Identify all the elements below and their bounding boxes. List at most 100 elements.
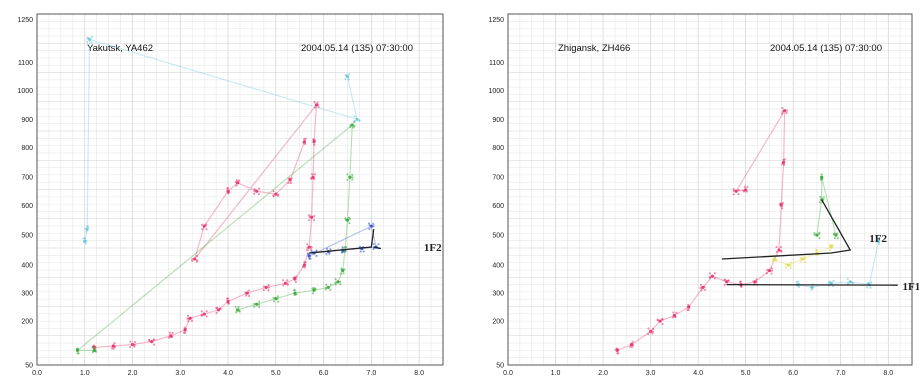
data-point bbox=[755, 278, 758, 281]
data-point bbox=[723, 283, 726, 286]
data-point bbox=[836, 236, 839, 240]
data-point bbox=[876, 239, 880, 242]
data-point bbox=[334, 278, 337, 281]
y-tick-label: 300 bbox=[21, 291, 33, 298]
data-point bbox=[353, 120, 356, 123]
data-point bbox=[277, 300, 280, 303]
data-point bbox=[205, 228, 208, 231]
data-point bbox=[215, 306, 218, 310]
data-point bbox=[85, 230, 88, 233]
data-point bbox=[822, 196, 825, 199]
data-point bbox=[851, 281, 854, 285]
data-point bbox=[710, 274, 714, 278]
data-point bbox=[85, 240, 88, 243]
data-point bbox=[152, 343, 156, 346]
data-point bbox=[313, 140, 316, 143]
data-point bbox=[313, 214, 316, 218]
ionogram-panel-zhigansk: 0.0 1.0 2.0 3.0 4.0 5.0 6.0 7.0 8.0 50 200 300 400 50… bbox=[488, 13, 919, 377]
data-point bbox=[312, 218, 316, 222]
data-point bbox=[832, 279, 835, 283]
data-point bbox=[786, 263, 791, 267]
y-tick-label: 800 bbox=[492, 145, 504, 152]
data-point bbox=[184, 328, 187, 331]
data-point bbox=[329, 248, 332, 251]
data-point bbox=[781, 112, 784, 115]
data-point bbox=[687, 305, 691, 309]
data-point bbox=[342, 272, 345, 275]
data-point bbox=[168, 336, 171, 339]
data-point bbox=[358, 119, 361, 122]
data-point bbox=[246, 292, 250, 295]
x-tick-label: 2.0 bbox=[598, 370, 608, 377]
data-point bbox=[351, 173, 354, 177]
series-trace bbox=[797, 240, 880, 289]
fit-line bbox=[726, 283, 898, 286]
data-point bbox=[617, 352, 620, 355]
series-0 bbox=[91, 101, 320, 352]
data-point bbox=[205, 310, 208, 313]
data-point bbox=[344, 218, 347, 221]
data-point bbox=[329, 283, 332, 286]
data-point bbox=[303, 142, 307, 146]
data-point bbox=[737, 193, 740, 196]
data-point bbox=[732, 193, 735, 196]
data-point bbox=[818, 236, 821, 240]
data-point bbox=[133, 340, 137, 344]
data-point bbox=[372, 225, 375, 228]
data-point bbox=[186, 314, 190, 317]
data-point bbox=[110, 347, 114, 350]
plot-frame bbox=[507, 13, 913, 366]
data-point bbox=[775, 250, 778, 254]
data-point bbox=[82, 237, 85, 240]
data-point bbox=[94, 346, 97, 349]
data-point bbox=[810, 288, 813, 292]
y-tick-label: 500 bbox=[492, 233, 504, 240]
series-trace bbox=[94, 103, 318, 349]
data-point bbox=[253, 189, 256, 193]
data-point bbox=[647, 327, 650, 330]
data-point bbox=[782, 158, 785, 161]
data-point bbox=[799, 260, 802, 263]
data-point bbox=[237, 179, 241, 182]
data-point bbox=[674, 315, 677, 318]
y-tick-label: 1250 bbox=[488, 17, 504, 24]
data-point bbox=[317, 105, 320, 109]
data-point bbox=[877, 242, 880, 245]
data-point bbox=[312, 138, 315, 141]
data-point bbox=[789, 264, 792, 267]
data-point bbox=[272, 194, 275, 197]
data-point bbox=[737, 189, 740, 192]
series-3 bbox=[795, 237, 881, 292]
data-point bbox=[703, 288, 707, 292]
data-point bbox=[820, 173, 823, 176]
data-point bbox=[316, 101, 319, 104]
data-point bbox=[797, 280, 800, 283]
data-point bbox=[349, 125, 352, 129]
data-point bbox=[289, 181, 293, 185]
data-point bbox=[313, 106, 317, 109]
data-point bbox=[661, 318, 664, 321]
data-point bbox=[309, 257, 312, 260]
data-point bbox=[308, 215, 311, 218]
data-point bbox=[801, 257, 805, 261]
y-tick-label: 1100 bbox=[489, 60, 504, 67]
data-point bbox=[295, 275, 298, 278]
data-point bbox=[313, 173, 316, 176]
data-point bbox=[651, 327, 655, 330]
data-point bbox=[226, 187, 229, 190]
data-point bbox=[313, 177, 316, 181]
y-tick-label: 700 bbox=[492, 175, 504, 182]
data-point bbox=[765, 272, 769, 275]
data-point bbox=[699, 286, 702, 289]
data-point bbox=[303, 137, 306, 141]
data-point bbox=[648, 329, 653, 333]
data-point bbox=[191, 258, 194, 261]
data-point bbox=[86, 36, 89, 39]
data-point bbox=[200, 310, 203, 313]
data-point bbox=[779, 246, 782, 249]
data-point bbox=[809, 285, 812, 289]
data-point bbox=[113, 345, 117, 348]
data-point bbox=[310, 248, 313, 251]
data-point bbox=[235, 179, 239, 182]
data-point bbox=[629, 345, 632, 348]
